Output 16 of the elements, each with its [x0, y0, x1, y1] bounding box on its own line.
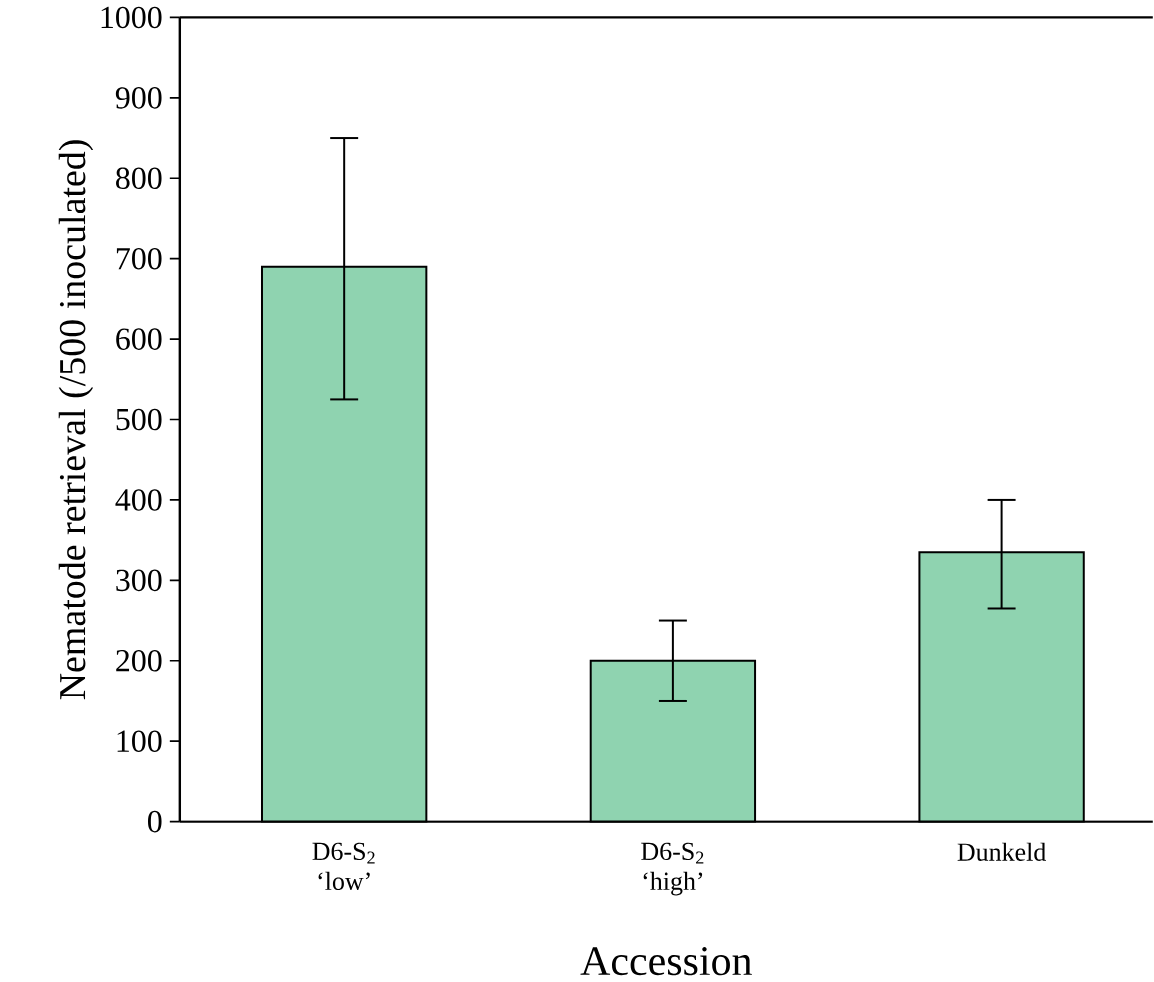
y-tick-label: 700	[116, 247, 162, 270]
x-tick-label: D6-S$_{2}$ ‘high’	[641, 842, 704, 896]
y-tick-label: 400	[115, 488, 162, 511]
x-axis-title: Accession	[580, 946, 752, 976]
x-tick-label: Dunkeld	[957, 842, 1046, 861]
y-tick-label: 600	[116, 328, 162, 350]
y-tick-label: 500	[116, 408, 162, 431]
y-tick-label: 900	[115, 86, 162, 109]
y-tick-label: 0	[148, 810, 162, 833]
y-tick-label: 100	[117, 730, 162, 752]
y-axis-title: Nematode retrieval (/500 inoculated)	[58, 140, 94, 700]
x-tick-label: D6-S$_{2}$ ‘low’	[312, 842, 375, 890]
y-tick-label: 200	[116, 649, 162, 672]
y-tick-label: 300	[116, 569, 162, 591]
y-tick-label: 800	[116, 167, 162, 189]
y-tick-label: 1000	[101, 6, 162, 29]
